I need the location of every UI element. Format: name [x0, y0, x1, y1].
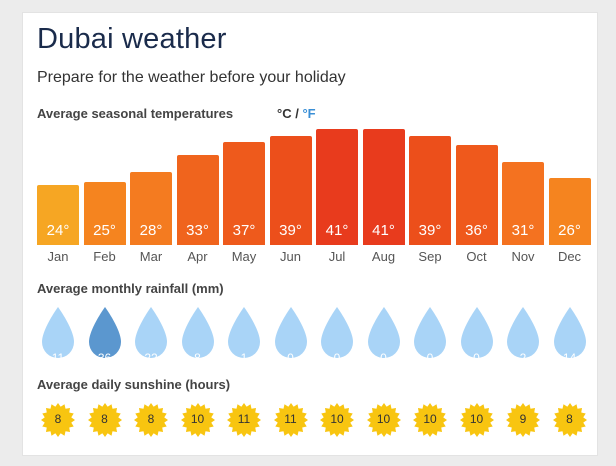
- temperature-value: 37°: [232, 222, 256, 239]
- temperature-bar-may: 37°: [223, 142, 265, 245]
- sunshine-value: 10: [190, 412, 205, 426]
- temperature-value: 39°: [279, 222, 302, 239]
- month-label: Jun: [280, 249, 301, 264]
- rainfall-value: 14: [562, 351, 577, 365]
- raindrop-icon: [135, 307, 167, 358]
- month-label: Jul: [328, 249, 346, 264]
- rainfall-value: 11: [51, 351, 65, 365]
- sunshine-value: 10: [423, 412, 437, 426]
- temperature-value: 24°: [46, 222, 70, 239]
- sunshine-value: 11: [284, 412, 297, 426]
- sunshine-value: 11: [237, 412, 251, 426]
- raindrop-icon: [321, 307, 353, 358]
- sunshine-value: 10: [376, 412, 391, 426]
- rainfall-section-label: Average monthly rainfall (mm): [37, 281, 224, 296]
- raindrop-icon: [414, 307, 446, 358]
- fahrenheit-toggle[interactable]: °F: [302, 106, 316, 121]
- sun-icon: [320, 403, 354, 437]
- sun-icon: [180, 403, 215, 437]
- rainfall-value: 0: [380, 351, 387, 365]
- sun-icon: [41, 403, 75, 437]
- sun-icon: [273, 403, 308, 437]
- temperature-value: 41°: [325, 222, 349, 239]
- temperature-bar-jan: 24°: [37, 185, 79, 245]
- temperature-section-label: Average seasonal temperatures: [37, 106, 234, 121]
- sun-icon: [366, 403, 401, 437]
- sun-icon: [459, 403, 494, 437]
- month-label: Aug: [371, 249, 396, 264]
- sunshine-value: 8: [147, 412, 155, 426]
- temperature-chart: 24° 25° 28° 33° 37° 39° 41° 41° 39° 36° 31° 26°: [37, 129, 593, 245]
- month-label: Jan: [47, 249, 69, 264]
- weather-widget: Dubai weather Prepare for the weather be…: [22, 12, 598, 456]
- sun-icon: [413, 403, 447, 437]
- rainfall-value: 1: [240, 351, 248, 365]
- raindrop-icon: [274, 307, 307, 358]
- raindrop-icon: [460, 307, 493, 358]
- sunshine-value: 9: [519, 412, 527, 426]
- sunshine-value: 8: [101, 412, 108, 426]
- temperature-bar-oct: 36°: [455, 145, 498, 245]
- month-label: Sep: [418, 249, 442, 264]
- rainfall-value: 8: [194, 351, 201, 365]
- sunshine-section-label: Average daily sunshine (hours): [37, 377, 231, 392]
- sunshine-value: 8: [54, 412, 62, 426]
- temperature-bar-jun: 39°: [269, 135, 312, 245]
- temperature-value: 31°: [511, 222, 535, 239]
- temperature-bar-mar: 28°: [130, 171, 172, 245]
- month-label: Dec: [557, 249, 582, 264]
- month-label: Oct: [466, 249, 487, 264]
- temperature-value: 36°: [465, 222, 488, 239]
- sun-icon: [134, 403, 168, 437]
- sunshine-value: 10: [330, 412, 344, 426]
- rainfall-value: 36: [97, 351, 112, 365]
- raindrop-icon: [228, 307, 260, 358]
- month-label: Apr: [187, 249, 208, 264]
- raindrop-icon: [42, 307, 74, 358]
- celsius-toggle[interactable]: °C: [277, 106, 292, 121]
- rainfall-value: 0: [426, 351, 434, 365]
- rainfall-value: 0: [473, 351, 480, 365]
- month-label: May: [231, 249, 257, 264]
- page-title: Dubai weather: [37, 23, 227, 55]
- temperature-value: 25°: [93, 222, 116, 239]
- sun-icon: [87, 403, 122, 437]
- page-subtitle: Prepare for the weather before your holi…: [37, 69, 346, 86]
- raindrop-icon: [88, 307, 121, 358]
- temperature-value: 26°: [558, 222, 581, 239]
- raindrop-icon: [367, 307, 400, 358]
- temperature-value: 28°: [139, 222, 163, 239]
- temperature-bar-aug: 41°: [362, 129, 405, 245]
- temperature-value: 33°: [186, 222, 209, 239]
- temperature-value: 41°: [372, 222, 395, 239]
- raindrop-icon: [553, 307, 586, 358]
- sun-icon: [506, 403, 540, 437]
- sun-icon: [227, 403, 261, 437]
- raindrop-icon: [181, 307, 214, 358]
- rainfall-value: 2: [519, 351, 527, 365]
- temperature-bar-sep: 39°: [409, 135, 451, 245]
- temperature-bar-nov: 31°: [502, 161, 544, 245]
- rainfall-value: 0: [333, 351, 341, 365]
- rainfall-value: 0: [287, 351, 294, 365]
- temperature-bar-dec: 26°: [548, 178, 591, 245]
- sunshine-value: 10: [469, 412, 484, 426]
- rainfall-value: 22: [144, 351, 158, 365]
- temperature-value: 39°: [418, 222, 442, 239]
- unit-separator: /: [291, 106, 303, 121]
- temperature-bar-feb: 25°: [83, 181, 126, 245]
- raindrop-icon: [507, 307, 539, 358]
- sunshine-value: 8: [566, 412, 573, 426]
- temperature-bar-apr: 33°: [176, 155, 219, 245]
- temperature-bar-jul: 41°: [316, 129, 358, 245]
- month-label: Feb: [93, 249, 116, 264]
- unit-toggle: °C / °F: [277, 106, 316, 121]
- sun-icon: [552, 403, 587, 437]
- month-label: Mar: [139, 249, 163, 264]
- month-label: Nov: [511, 249, 535, 264]
